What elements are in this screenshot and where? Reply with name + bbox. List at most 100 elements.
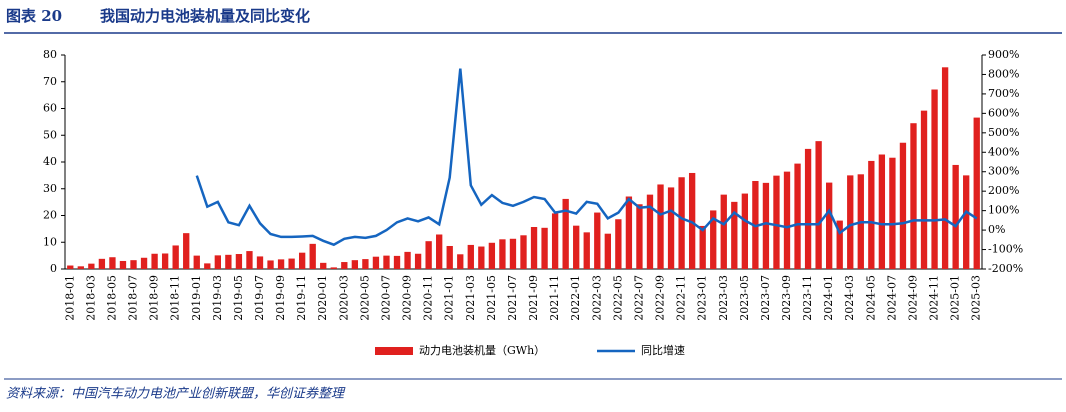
x-tick-label: 2022-03 (590, 275, 603, 321)
y-tick-label: 20 (43, 209, 57, 222)
bar (520, 235, 527, 269)
bar (288, 258, 295, 269)
x-tick-label: 2022-09 (654, 275, 667, 321)
bar (414, 253, 422, 269)
bar (878, 154, 886, 269)
line-series (195, 68, 978, 247)
x-tick-label: 2024-03 (843, 275, 856, 321)
x-tick-label: 2019-05 (232, 275, 245, 321)
legend-label: 同比增速 (641, 343, 685, 357)
bar (847, 175, 854, 269)
y-tick-label: 30 (43, 182, 57, 195)
y2-tick-label: 500% (988, 126, 1019, 139)
bar (625, 196, 633, 269)
bar (298, 252, 306, 269)
bar (963, 175, 970, 269)
bar (731, 201, 738, 269)
x-tick-label: 2024-07 (885, 275, 898, 321)
x-tick-label: 2024-05 (864, 275, 877, 321)
y2-tick-label: 300% (988, 165, 1019, 178)
y2-tick-label: 0% (988, 223, 1005, 236)
legend-swatch (375, 347, 413, 355)
bar (783, 171, 791, 269)
bar (109, 257, 116, 269)
x-tick-label: 2021-05 (485, 275, 498, 321)
bar (699, 225, 706, 269)
bar (467, 244, 474, 269)
x-tick-label: 2024-09 (906, 275, 919, 321)
x-tick-label: 2024-01 (822, 275, 835, 321)
bar (541, 227, 548, 269)
bar (436, 234, 443, 269)
x-tick-label: 2021-07 (506, 275, 519, 321)
x-tick-label: 2022-11 (675, 275, 688, 321)
bar (362, 259, 369, 269)
y-tick-label: 10 (43, 235, 57, 248)
x-tick-label: 2020-09 (401, 275, 414, 321)
x-tick-label: 2025-03 (970, 275, 983, 321)
y2-tick-label: 600% (988, 106, 1019, 119)
x-tick-label: 2020-03 (337, 275, 350, 321)
bar (941, 67, 949, 270)
bar (530, 227, 538, 269)
legend-label: 动力电池装机量（GWh） (419, 343, 545, 357)
x-tick-label: 2019-03 (211, 275, 224, 321)
bar (804, 148, 812, 269)
bar (425, 241, 432, 269)
x-tick-label: 2021-01 (443, 275, 456, 321)
bar (889, 157, 896, 269)
bar (868, 160, 875, 269)
x-tick-label: 2018-03 (84, 275, 97, 321)
bar (815, 141, 822, 269)
x-tick-label: 2020-07 (379, 275, 392, 321)
x-tick-label: 2023-01 (696, 275, 709, 321)
y-tick-label: 80 (43, 48, 57, 61)
bar (119, 260, 127, 269)
x-tick-label: 2022-01 (569, 275, 582, 321)
bar (404, 251, 411, 269)
bar (720, 194, 727, 269)
bar (826, 182, 833, 269)
x-tick-label: 2021-11 (548, 275, 561, 321)
bar (551, 213, 559, 269)
bar (973, 117, 980, 269)
bar (488, 242, 496, 269)
bar (836, 220, 843, 269)
y2-tick-label: 800% (988, 67, 1019, 80)
x-tick-label: 2024-11 (928, 275, 941, 321)
bar (615, 219, 622, 269)
x-tick-label: 2022-05 (611, 275, 624, 321)
x-tick-label: 2021-03 (464, 275, 477, 321)
y-tick-label: 50 (43, 128, 57, 141)
bar (235, 254, 243, 269)
bar (256, 256, 264, 269)
bar (794, 163, 801, 269)
bar (393, 255, 401, 269)
bar (741, 193, 749, 269)
bar (594, 212, 601, 269)
bar (667, 187, 675, 269)
bar (341, 262, 348, 269)
bar (140, 257, 148, 269)
bar (330, 267, 337, 269)
bar (899, 142, 907, 269)
bar (762, 182, 770, 269)
y2-tick-label: -100% (988, 243, 1023, 256)
bar (267, 260, 274, 269)
y2-tick-label: 400% (988, 145, 1019, 158)
x-tick-label: 2019-09 (274, 275, 287, 321)
y2-tick-label: 900% (988, 48, 1019, 61)
bar (320, 262, 327, 269)
x-tick-label: 2022-07 (632, 275, 645, 321)
x-tick-label: 2023-11 (801, 275, 814, 321)
bar (67, 265, 74, 269)
bar (710, 210, 717, 269)
bar (910, 123, 917, 270)
x-tick-label: 2018-09 (148, 275, 161, 321)
bar (499, 239, 506, 269)
x-tick-label: 2020-01 (316, 275, 329, 321)
bar (446, 245, 453, 269)
x-tick-label: 2025-01 (949, 275, 962, 321)
bar (214, 255, 221, 269)
